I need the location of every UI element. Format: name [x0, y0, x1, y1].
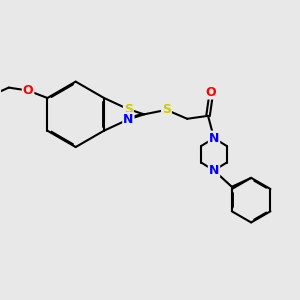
Text: N: N — [209, 132, 219, 145]
Text: S: S — [162, 103, 171, 116]
Text: O: O — [206, 85, 216, 98]
Text: S: S — [124, 103, 133, 116]
Text: N: N — [123, 113, 134, 126]
Text: O: O — [23, 84, 33, 97]
Text: N: N — [209, 164, 219, 177]
